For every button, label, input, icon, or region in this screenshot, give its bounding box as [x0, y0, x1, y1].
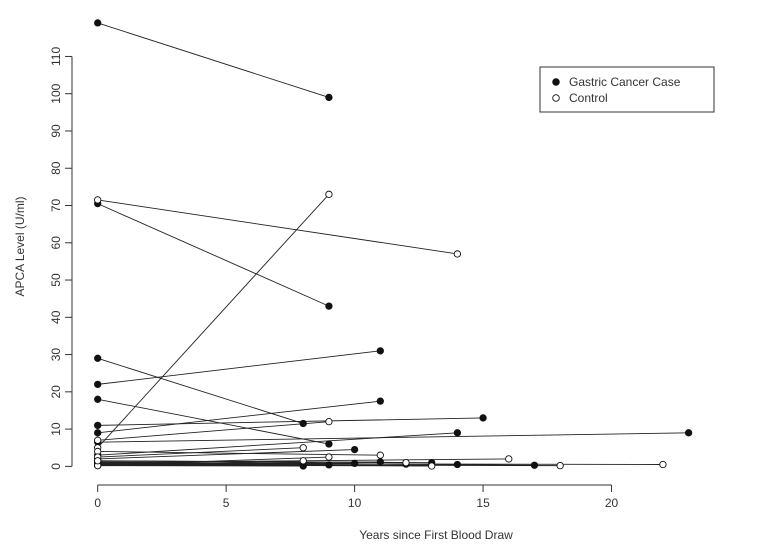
case-point [376, 458, 384, 466]
x-axis-title: Years since First Blood Draw [359, 528, 513, 542]
legend-marker-case [552, 78, 560, 86]
case-point [94, 19, 102, 27]
case-point [376, 347, 384, 355]
y-axis-title: APCA Level (U/ml) [13, 196, 27, 296]
series-line-8 [97, 432, 458, 456]
control-point [556, 461, 564, 470]
series-line-9 [97, 449, 355, 460]
case-point [94, 421, 102, 430]
legend: Gastric Cancer Case Control [539, 66, 715, 113]
case-point [94, 354, 102, 362]
y-tick-label: 40 [49, 310, 63, 324]
y-tick-label: 0 [49, 463, 63, 470]
legend-box [539, 66, 715, 113]
series-line-22 [97, 447, 304, 458]
x-tick-label: 20 [605, 496, 619, 510]
plot-area: 0 10 20 30 40 50 60 70 80 90 100 110 0 5 10 15 20 [49, 19, 693, 510]
series-line-26 [97, 464, 432, 467]
control-point [325, 453, 333, 461]
control-point [402, 458, 410, 467]
series-line-1 [97, 203, 330, 307]
control-point [325, 190, 333, 198]
control-point [376, 451, 384, 459]
control-point [659, 460, 667, 469]
x-tick-label: 10 [348, 496, 362, 510]
series-line-4 [97, 398, 330, 445]
control-point [299, 457, 307, 465]
case-point [94, 395, 102, 403]
series-line-5 [97, 417, 484, 426]
series-lines [97, 22, 689, 467]
case-point [325, 461, 333, 469]
y-tick-label: 20 [49, 385, 63, 399]
case-point [376, 397, 384, 405]
x-tick-label: 0 [94, 496, 101, 510]
x-axis-ticks: 0 5 10 15 20 [94, 485, 619, 510]
case-point [530, 461, 539, 469]
y-tick-label: 100 [49, 83, 63, 103]
control-point [325, 417, 333, 426]
y-tick-label: 110 [49, 47, 63, 66]
control-point [299, 444, 307, 452]
x-tick-label: 15 [476, 496, 490, 510]
y-tick-label: 10 [49, 422, 63, 436]
case-point [325, 93, 333, 102]
case-point [94, 429, 102, 437]
case-point [94, 380, 102, 389]
case-point [479, 414, 487, 422]
y-tick-label: 90 [49, 124, 63, 138]
series-line-21 [97, 451, 381, 456]
y-tick-label: 80 [49, 161, 63, 175]
control-point [94, 436, 102, 444]
y-tick-label: 50 [49, 273, 63, 287]
series-line-20 [97, 421, 329, 441]
case-point [350, 445, 359, 454]
control-point [428, 462, 436, 470]
legend-label-control: Control [569, 91, 608, 105]
legend-label-case: Gastric Cancer Case [569, 75, 681, 89]
series-line-0 [97, 22, 330, 98]
case-point [299, 419, 307, 428]
case-point [453, 460, 462, 469]
series-line-2 [97, 357, 304, 424]
y-axis-ticks: 0 10 20 30 40 50 60 70 80 90 100 110 [49, 47, 72, 470]
case-point [350, 459, 359, 468]
y-tick-label: 30 [49, 348, 63, 362]
control-point [505, 455, 513, 463]
series-line-18 [97, 199, 458, 255]
case-point [453, 429, 462, 437]
y-tick-label: 60 [49, 236, 63, 250]
case-point [325, 440, 333, 448]
y-tick-label: 70 [49, 199, 63, 213]
case-point [684, 429, 693, 437]
x-tick-label: 5 [223, 496, 230, 510]
series-line-7 [97, 432, 689, 443]
control-point [94, 196, 102, 204]
series-line-19 [97, 194, 330, 449]
series-line-3 [97, 350, 381, 385]
legend-marker-control [552, 94, 560, 102]
series-line-6 [97, 400, 381, 434]
series-points [94, 19, 693, 470]
control-point [94, 457, 102, 465]
control-point [453, 250, 462, 258]
case-point [325, 302, 333, 310]
